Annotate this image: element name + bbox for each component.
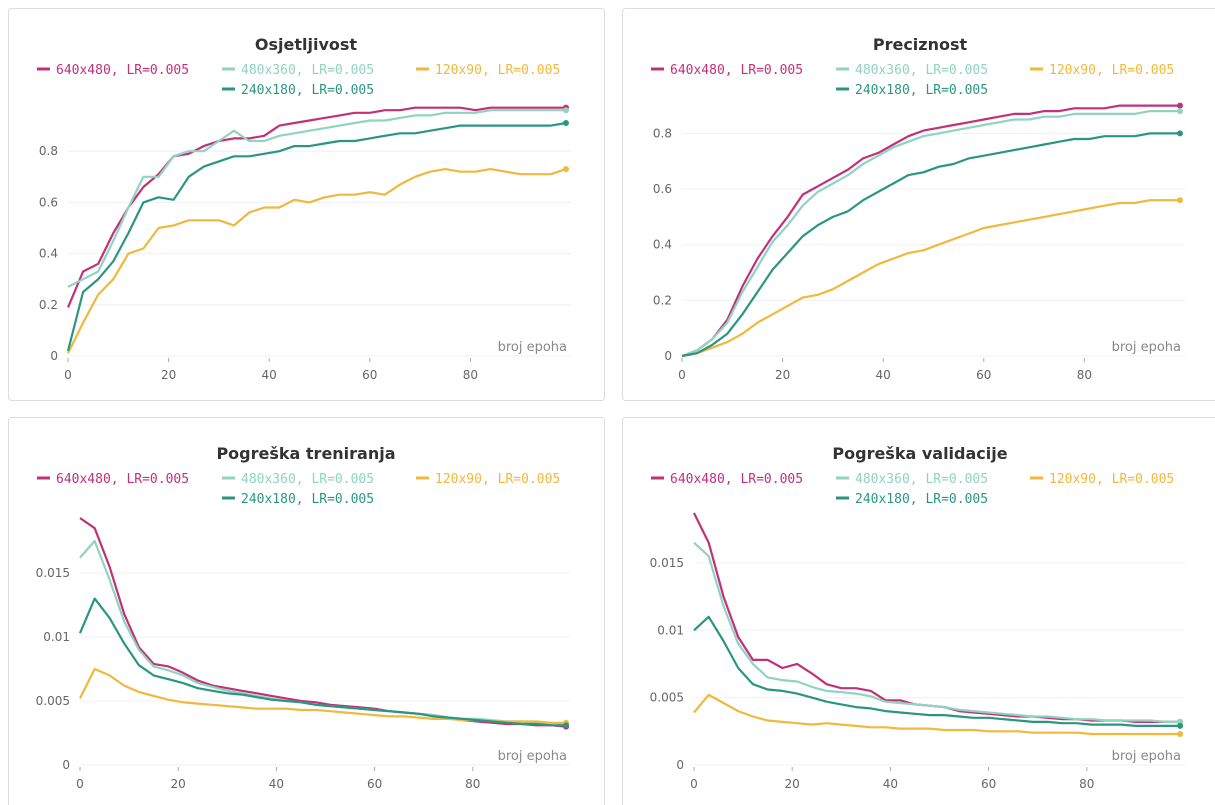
panel-frame bbox=[8, 417, 605, 805]
x-axis-label: broj epoha bbox=[498, 340, 567, 355]
chart-panel: Preciznost 0 0.2 0.4 0.6 0.8 0 20 40 60 80 broj epo… bbox=[622, 8, 1215, 401]
legend-label: 640x480, LR=0.005 bbox=[56, 472, 189, 487]
y-tick-label: 0 bbox=[676, 758, 684, 772]
x-tick-label: 20 bbox=[775, 368, 790, 382]
end-marker bbox=[1176, 108, 1183, 115]
series-line bbox=[681, 110, 1180, 358]
end-marker bbox=[1177, 722, 1184, 729]
end-marker bbox=[562, 166, 569, 173]
chart-title: Pogreška treniranja bbox=[216, 444, 395, 463]
x-tick-label: 40 bbox=[269, 777, 284, 791]
series-line bbox=[79, 517, 567, 728]
series-line bbox=[693, 541, 1181, 723]
chart-title: Preciznost bbox=[873, 35, 968, 54]
legend-label: 240x180, LR=0.005 bbox=[855, 83, 988, 98]
legend-label: 240x180, LR=0.005 bbox=[241, 83, 374, 98]
y-tick-label: 0.015 bbox=[36, 566, 70, 580]
end-marker bbox=[562, 107, 569, 114]
x-tick-label: 0 bbox=[76, 777, 84, 791]
y-tick-label: 0.4 bbox=[653, 238, 672, 252]
series-line bbox=[681, 132, 1180, 358]
end-marker bbox=[1177, 731, 1184, 738]
panel-frame bbox=[8, 8, 605, 401]
series-line bbox=[693, 693, 1181, 736]
y-tick-label: 0.2 bbox=[39, 298, 58, 312]
x-tick-label: 20 bbox=[785, 777, 800, 791]
series-line bbox=[693, 615, 1181, 727]
legend-label: 480x360, LR=0.005 bbox=[241, 472, 374, 487]
legend-label: 240x180, LR=0.005 bbox=[241, 492, 374, 507]
y-tick-label: 0.8 bbox=[39, 144, 58, 158]
legend-label: 120x90, LR=0.005 bbox=[435, 63, 560, 78]
x-tick-label: 80 bbox=[465, 777, 480, 791]
end-marker bbox=[562, 120, 569, 127]
chart-panel: Pogreška treniranja 0 0.005 0.01 0.015 0 20 40 6… bbox=[8, 417, 605, 805]
series-line bbox=[681, 199, 1180, 358]
x-axis-label: broj epoha bbox=[1112, 749, 1181, 764]
end-marker bbox=[563, 722, 570, 729]
chart-panel: Pogreška validacije 0 0.005 0.01 0.015 0 20 40 6… bbox=[622, 417, 1215, 805]
series-line bbox=[78, 597, 567, 727]
y-tick-label: 0.8 bbox=[653, 126, 672, 140]
y-tick-label: 0.005 bbox=[36, 694, 70, 708]
x-tick-label: 0 bbox=[64, 368, 72, 382]
y-tick-label: 0 bbox=[50, 349, 58, 363]
x-tick-label: 20 bbox=[161, 368, 176, 382]
legend-label: 120x90, LR=0.005 bbox=[1049, 63, 1174, 78]
x-tick-label: 40 bbox=[876, 368, 891, 382]
x-tick-label: 60 bbox=[367, 777, 382, 791]
y-tick-label: 0.6 bbox=[653, 182, 672, 196]
legend-label: 120x90, LR=0.005 bbox=[1049, 472, 1174, 487]
legend-label: 480x360, LR=0.005 bbox=[855, 63, 988, 78]
legend-label: 120x90, LR=0.005 bbox=[435, 472, 560, 487]
y-tick-label: 0.4 bbox=[39, 247, 58, 261]
x-tick-label: 80 bbox=[1077, 368, 1092, 382]
legend-label: 480x360, LR=0.005 bbox=[241, 63, 374, 78]
x-tick-label: 0 bbox=[690, 777, 698, 791]
chart-title: Osjetljivost bbox=[255, 35, 358, 54]
series-line bbox=[681, 104, 1180, 358]
series-line bbox=[66, 121, 567, 352]
end-marker bbox=[1176, 197, 1183, 204]
x-axis-label: broj epoha bbox=[1112, 340, 1181, 355]
y-tick-label: 0.01 bbox=[43, 630, 70, 644]
y-tick-label: 0.2 bbox=[653, 293, 672, 307]
panel-frame bbox=[622, 417, 1215, 805]
legend-label: 480x360, LR=0.005 bbox=[855, 472, 988, 487]
x-tick-label: 20 bbox=[171, 777, 186, 791]
x-tick-label: 0 bbox=[678, 368, 686, 382]
end-marker bbox=[1176, 130, 1183, 137]
panel-frame bbox=[622, 8, 1215, 401]
y-tick-label: 0.01 bbox=[657, 623, 684, 637]
y-tick-label: 0.015 bbox=[650, 556, 684, 570]
x-tick-label: 60 bbox=[362, 368, 377, 382]
y-tick-label: 0 bbox=[664, 349, 672, 363]
chart-title: Pogreška validacije bbox=[832, 444, 1007, 463]
chart-panel: Osjetljivost 0 0.2 0.4 0.6 0.8 0 20 40 60 80 broj e… bbox=[8, 8, 605, 401]
x-tick-label: 80 bbox=[463, 368, 478, 382]
y-tick-label: 0.6 bbox=[39, 195, 58, 209]
x-tick-label: 60 bbox=[981, 777, 996, 791]
legend-label: 640x480, LR=0.005 bbox=[56, 63, 189, 78]
legend-label: 640x480, LR=0.005 bbox=[670, 472, 803, 487]
x-tick-label: 40 bbox=[883, 777, 898, 791]
series-line bbox=[66, 106, 566, 308]
x-tick-label: 80 bbox=[1079, 777, 1094, 791]
legend-label: 240x180, LR=0.005 bbox=[855, 492, 988, 507]
y-tick-label: 0.005 bbox=[650, 691, 684, 705]
series-line bbox=[67, 168, 567, 354]
legend-label: 640x480, LR=0.005 bbox=[670, 63, 803, 78]
x-tick-label: 40 bbox=[262, 368, 277, 382]
x-axis-label: broj epoha bbox=[498, 749, 567, 764]
y-tick-label: 0 bbox=[62, 758, 70, 772]
x-tick-label: 60 bbox=[976, 368, 991, 382]
series-line bbox=[67, 109, 566, 288]
end-marker bbox=[1176, 102, 1183, 109]
